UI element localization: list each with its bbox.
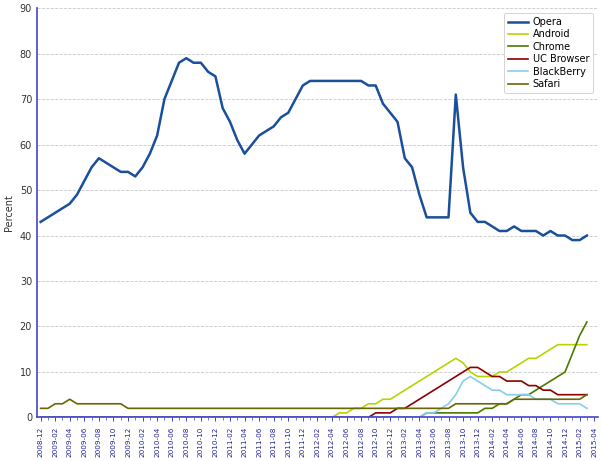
- Chrome: [583, 319, 591, 325]
- Opera: [88, 165, 95, 170]
- Opera: [482, 219, 489, 225]
- Android: [386, 396, 394, 402]
- UC Browser: [386, 410, 394, 416]
- Opera: [37, 219, 44, 225]
- Safari: [88, 401, 95, 407]
- UC Browser: [482, 369, 489, 375]
- Y-axis label: Percent: Percent: [4, 195, 14, 231]
- Opera: [394, 119, 401, 124]
- Line: Android: Android: [40, 345, 587, 417]
- BlackBerry: [88, 414, 95, 420]
- Opera: [182, 55, 190, 61]
- Line: Opera: Opera: [40, 58, 587, 240]
- Android: [37, 414, 44, 420]
- BlackBerry: [583, 406, 591, 411]
- Safari: [474, 401, 481, 407]
- Chrome: [37, 414, 44, 420]
- Line: Chrome: Chrome: [40, 322, 587, 417]
- Chrome: [226, 414, 234, 420]
- Android: [321, 414, 328, 420]
- Safari: [401, 406, 408, 411]
- Safari: [583, 392, 591, 397]
- Opera: [583, 233, 591, 238]
- UC Browser: [401, 406, 408, 411]
- Safari: [321, 406, 328, 411]
- Safari: [386, 406, 394, 411]
- Legend: Opera, Android, Chrome, UC Browser, BlackBerry, Safari: Opera, Android, Chrome, UC Browser, Blac…: [504, 13, 593, 93]
- Android: [401, 387, 408, 393]
- Opera: [234, 137, 241, 143]
- Android: [88, 414, 95, 420]
- UC Browser: [37, 414, 44, 420]
- Chrome: [88, 414, 95, 420]
- Chrome: [321, 414, 328, 420]
- Opera: [409, 165, 416, 170]
- Android: [583, 342, 591, 348]
- Opera: [328, 78, 335, 84]
- UC Browser: [226, 414, 234, 420]
- Android: [554, 342, 562, 348]
- Chrome: [401, 414, 408, 420]
- UC Browser: [88, 414, 95, 420]
- BlackBerry: [482, 383, 489, 388]
- Chrome: [474, 410, 481, 416]
- Safari: [37, 406, 44, 411]
- Line: BlackBerry: BlackBerry: [40, 377, 587, 417]
- BlackBerry: [401, 414, 408, 420]
- BlackBerry: [226, 414, 234, 420]
- Line: Safari: Safari: [40, 395, 587, 408]
- Android: [226, 414, 234, 420]
- BlackBerry: [386, 414, 394, 420]
- Line: UC Browser: UC Browser: [40, 367, 587, 417]
- Opera: [569, 237, 576, 243]
- BlackBerry: [467, 374, 474, 379]
- BlackBerry: [321, 414, 328, 420]
- UC Browser: [321, 414, 328, 420]
- BlackBerry: [37, 414, 44, 420]
- UC Browser: [467, 365, 474, 370]
- Safari: [226, 406, 234, 411]
- Android: [474, 374, 481, 379]
- UC Browser: [583, 392, 591, 397]
- Chrome: [386, 414, 394, 420]
